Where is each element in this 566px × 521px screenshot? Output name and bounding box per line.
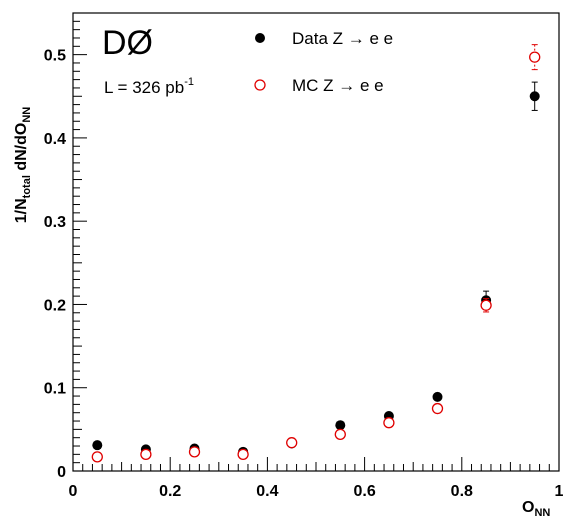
y-tick-label: 0.2 — [44, 297, 66, 314]
mc-point — [431, 402, 444, 415]
x-tick-label: 0.8 — [451, 483, 473, 500]
y-axis-label-sub2: NN — [21, 107, 33, 123]
y-tick-label: 0 — [57, 464, 66, 481]
x-tick-label: 0.4 — [256, 483, 278, 500]
legend: Data Z → e e MC Z → e e — [254, 29, 393, 95]
mc-point — [237, 448, 249, 460]
x-axis-label-sub: NN — [534, 507, 550, 519]
y-axis-label-mid: dN/dO — [13, 123, 30, 175]
y-tick-label: 0.1 — [44, 381, 66, 398]
legend-data-marker — [255, 33, 265, 43]
mc-point — [91, 451, 103, 463]
x-axis-label: ONN — [522, 499, 550, 519]
y-tick-label: 0.3 — [44, 214, 66, 231]
x-tick-label: 1 — [555, 483, 564, 500]
mc-point — [188, 446, 201, 458]
legend-mc-label: MC Z → e e — [292, 76, 384, 95]
mc-point — [529, 51, 541, 63]
tick-labels: 0 0.2 0.4 0.6 0.8 1 0 0.1 0.2 0.3 0.4 0.5 — [44, 48, 564, 500]
data-point — [92, 440, 103, 451]
axis-ticks — [72, 12, 560, 472]
experiment-label: DØ — [102, 24, 153, 62]
y-axis-label-pre: 1/N — [13, 198, 30, 223]
luminosity-text: L = 326 pb — [104, 78, 184, 97]
x-tick-label: 0.2 — [159, 483, 181, 500]
mc-point — [383, 417, 395, 429]
y-tick-label: 0.4 — [44, 131, 66, 148]
data-point — [335, 420, 346, 431]
data-point — [432, 391, 443, 402]
data-point — [529, 91, 540, 102]
mc-point — [480, 299, 492, 311]
y-axis-label: 1/Ntotal dN/dONN — [13, 107, 33, 224]
legend-mc-marker — [254, 79, 266, 91]
y-axis-label-sub1: total — [21, 175, 33, 198]
x-tick-label: 0.6 — [353, 483, 375, 500]
data-markers — [91, 44, 541, 463]
mc-point — [140, 448, 152, 460]
mc-point — [334, 428, 346, 441]
x-tick-label: 0 — [69, 483, 78, 500]
legend-data-label: Data Z → e e — [292, 29, 393, 48]
luminosity-superscript: -1 — [184, 76, 194, 88]
mc-point — [286, 437, 298, 449]
y-tick-label: 0.5 — [44, 48, 66, 65]
luminosity-label: L = 326 pb-1 — [104, 76, 194, 97]
x-axis-label-main: O — [522, 499, 534, 516]
